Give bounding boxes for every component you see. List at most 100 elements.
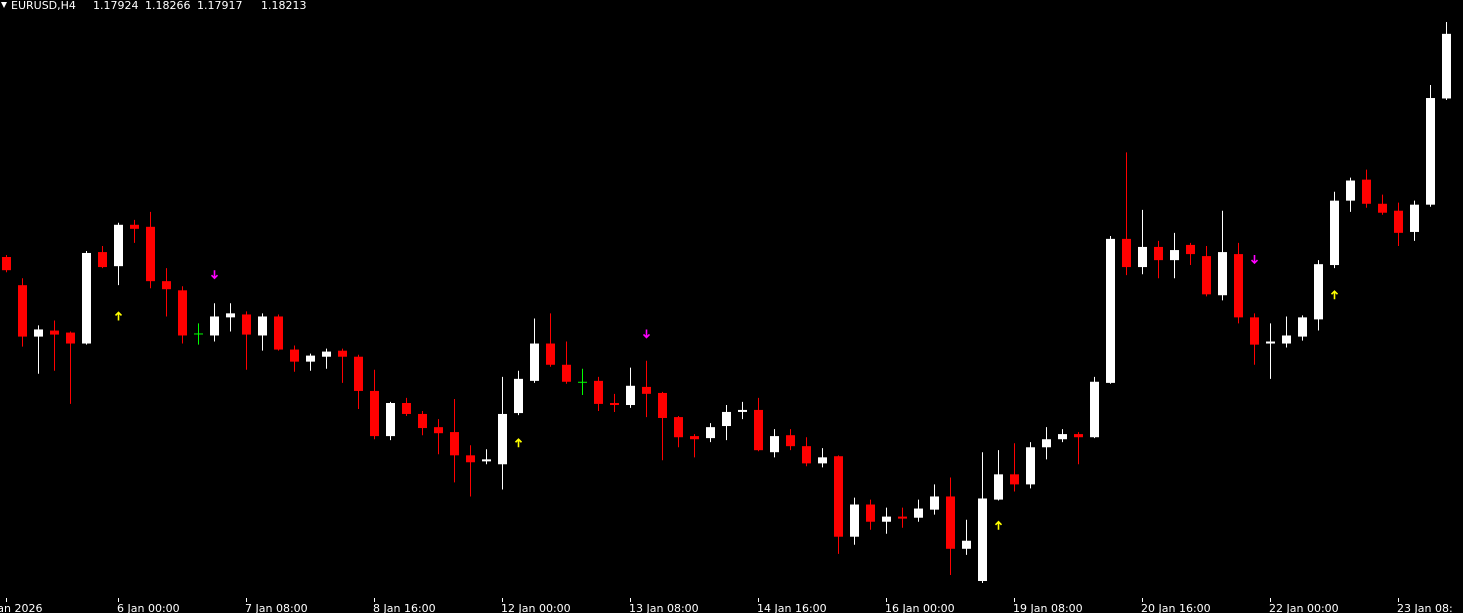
arrow-down (210, 270, 219, 280)
candle-body (274, 316, 283, 350)
candle-body (66, 332, 75, 344)
header-low: 1.17917 (197, 0, 243, 12)
x-tick-label: 12 Jan 00:00 (501, 602, 571, 613)
candle-body (370, 390, 379, 437)
candle-body (866, 504, 875, 522)
candle-body (434, 427, 443, 434)
candle-body (1154, 246, 1163, 261)
x-tick-label: 23 Jan 08: (1397, 602, 1453, 613)
candle-body (1330, 200, 1339, 266)
candle-body (1090, 381, 1099, 438)
candle-body (1218, 252, 1227, 296)
candle-body (338, 350, 347, 357)
candle-body (546, 343, 555, 365)
candle-body (1394, 210, 1403, 233)
candle-body (818, 457, 827, 464)
candle-body (850, 504, 859, 537)
candle-body (930, 496, 939, 510)
candle-body (690, 436, 699, 440)
candle-body (1266, 341, 1275, 344)
candle-body (466, 455, 475, 463)
candle-body (1410, 204, 1419, 232)
candle-body (194, 333, 203, 335)
candle-body (1234, 254, 1243, 318)
candle-body (482, 459, 491, 462)
candle-body (386, 403, 395, 437)
candle-body (1346, 180, 1355, 201)
candle-body (610, 403, 619, 406)
header-close: 1.18213 (261, 0, 307, 12)
candle-body (34, 329, 43, 337)
candle-body (306, 355, 315, 362)
candle-body (770, 436, 779, 453)
candle-body (2, 256, 11, 271)
candle-body (530, 343, 539, 381)
x-tick-label: 6 Jan 00:00 (117, 602, 180, 613)
candle-body (1170, 250, 1179, 261)
candle-body (162, 281, 171, 290)
candle-body (322, 351, 331, 357)
arrow-up (514, 438, 523, 448)
candle-body (514, 378, 523, 414)
x-tick-label: 8 Jan 16:00 (373, 602, 436, 613)
candle-body (1250, 317, 1259, 345)
candle-body (754, 409, 763, 451)
candle-body (146, 226, 155, 282)
candle-body (578, 381, 587, 383)
candle-body (1106, 238, 1115, 383)
arrow-down (642, 329, 651, 339)
candle-body (1026, 447, 1035, 485)
candle-body (354, 356, 363, 391)
candle-body (626, 385, 635, 406)
candle-body (834, 456, 843, 537)
x-tick-label: 14 Jan 16:00 (757, 602, 827, 613)
candle-body (242, 314, 251, 335)
candle-body (1362, 179, 1371, 204)
candle-body (706, 427, 715, 439)
candle-body (498, 413, 507, 465)
candle-body (1186, 244, 1195, 255)
candle-body (210, 316, 219, 336)
candle-body (722, 411, 731, 427)
candle-body (1202, 256, 1211, 295)
candle-body (1058, 434, 1067, 440)
candle-body (450, 432, 459, 456)
candle-body (882, 516, 891, 522)
x-tick-label: 22 Jan 00:00 (1269, 602, 1339, 613)
candle-body (226, 313, 235, 318)
candle-body (50, 330, 59, 335)
candle-body (1282, 335, 1291, 344)
candle-body (258, 316, 267, 336)
candle-body (1042, 439, 1051, 448)
candle-body (962, 540, 971, 549)
header-icon (1, 2, 7, 8)
chart-title: EURUSD,H4 (11, 0, 76, 12)
candle-body (658, 392, 667, 418)
x-tick-label: 13 Jan 08:00 (629, 602, 699, 613)
arrow-down (1250, 255, 1259, 265)
candle-body (82, 252, 91, 344)
candle-body (1298, 317, 1307, 337)
x-tick-label: Jan 2026 (0, 602, 42, 613)
candle-body (1010, 474, 1019, 485)
x-tick-label: 19 Jan 08:00 (1013, 602, 1083, 613)
x-tick-label: 7 Jan 08:00 (245, 602, 308, 613)
arrow-up (994, 520, 1003, 530)
x-tick-label: 20 Jan 16:00 (1141, 602, 1211, 613)
candle-body (738, 409, 747, 412)
candle-body (18, 285, 27, 337)
candle-body (898, 516, 907, 519)
x-tick-label: 16 Jan 00:00 (885, 602, 955, 613)
candle-body (562, 364, 571, 382)
header-high: 1.18266 (145, 0, 191, 12)
header-open: 1.17924 (93, 0, 139, 12)
candle-body (946, 496, 955, 549)
candle-body (1074, 434, 1083, 438)
candle-body (418, 413, 427, 429)
candle-body (674, 417, 683, 438)
candle-body (1426, 98, 1435, 205)
candle-body (994, 474, 1003, 500)
